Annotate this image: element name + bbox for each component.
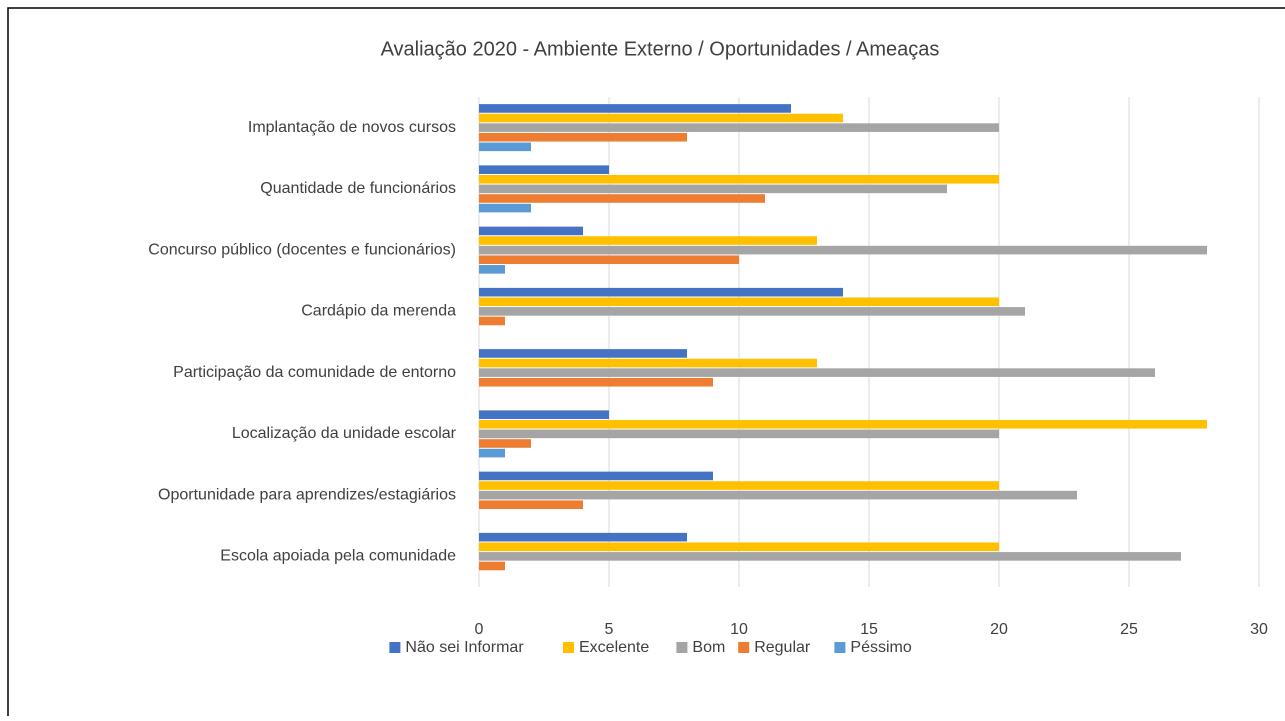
x-tick-label: 15 [860, 621, 878, 638]
legend-swatch [563, 642, 574, 653]
bar [479, 307, 1025, 316]
bar [479, 174, 999, 184]
bar [479, 439, 531, 448]
bar [479, 104, 791, 113]
legend-swatch [738, 642, 750, 653]
y-tick-label: Implantação de novos cursos [248, 119, 456, 136]
y-tick-label: Oportunidade para aprendizes/estagiários [158, 486, 456, 503]
bar [479, 490, 1077, 500]
bar [479, 561, 505, 571]
bar [479, 132, 687, 142]
x-tick-label: 10 [730, 621, 748, 638]
bar [479, 194, 765, 203]
bar [479, 123, 999, 132]
bar [479, 265, 505, 274]
x-tick-label: 0 [475, 621, 484, 638]
y-tick-label: Cardápio da merenda [301, 303, 456, 320]
bar [479, 532, 687, 542]
x-tick-label: 30 [1250, 621, 1268, 638]
x-tick-label: 5 [605, 621, 614, 638]
bar [479, 368, 1155, 377]
bar [479, 542, 999, 552]
bar [479, 471, 713, 481]
bar [479, 358, 817, 368]
bar [479, 184, 947, 194]
legend-swatch [834, 642, 846, 653]
bar [479, 245, 1207, 255]
legend-label: Bom [692, 639, 725, 656]
legend-label: Péssimo [850, 639, 911, 656]
bar [479, 377, 713, 387]
bar [479, 448, 505, 458]
legend-swatch [389, 642, 401, 653]
legend-label: Regular [754, 639, 811, 656]
bar [479, 142, 531, 152]
bar [479, 255, 739, 265]
legend-label: Excelente [579, 639, 649, 656]
bar [479, 226, 583, 236]
x-tick-label: 25 [1120, 621, 1138, 638]
bar [479, 113, 843, 123]
y-tick-label: Escola apoiada pela comunidade [220, 548, 456, 565]
bar [479, 287, 843, 297]
bar [479, 349, 687, 358]
bar [479, 481, 999, 490]
bar [479, 500, 583, 510]
legend-label: Não sei Informar [405, 639, 524, 656]
bar [479, 410, 609, 419]
x-tick-label: 20 [990, 621, 1008, 638]
legend-swatch [676, 642, 688, 653]
y-tick-label: Concurso público (docentes e funcionário… [148, 241, 456, 258]
y-tick-label: Localização da unidade escolar [232, 425, 457, 442]
bar [479, 165, 609, 174]
y-tick-label: Participação da comunidade de entorno [173, 364, 456, 381]
chart-title: Avaliação 2020 - Ambiente Externo / Opor… [381, 38, 940, 60]
y-tick-label: Quantidade de funcionários [260, 180, 456, 197]
bar [479, 316, 505, 326]
bar [479, 203, 531, 213]
bar [479, 429, 999, 439]
bar [479, 236, 817, 245]
bar [479, 419, 1207, 429]
bar [479, 297, 999, 307]
bar [479, 552, 1181, 561]
